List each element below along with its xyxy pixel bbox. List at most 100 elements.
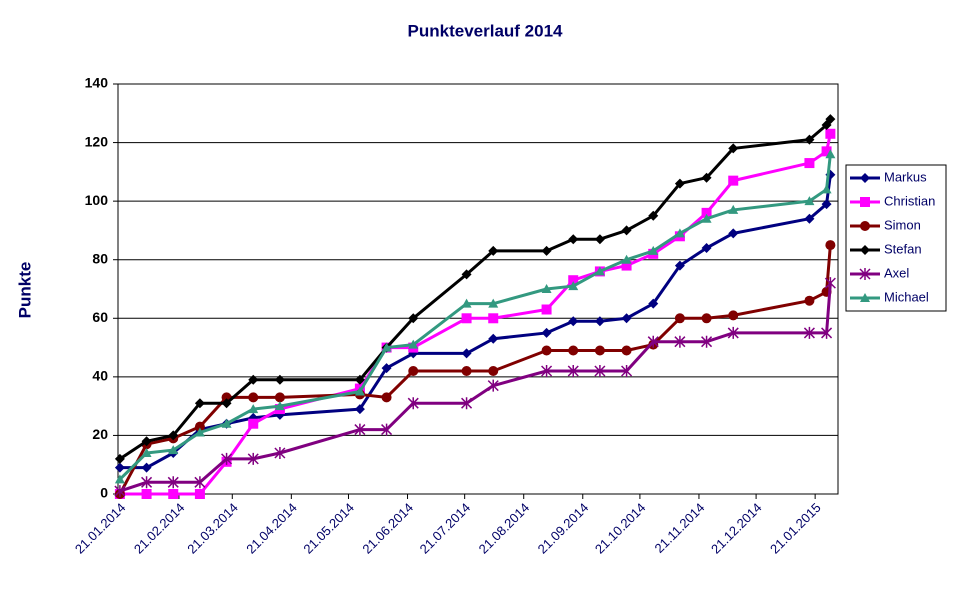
marker: [859, 268, 871, 280]
marker: [804, 196, 815, 206]
marker: [568, 316, 579, 327]
marker: [825, 240, 836, 251]
marker: [354, 404, 365, 415]
marker: [594, 365, 606, 377]
x-tick-label: 21.06.2014: [359, 500, 416, 557]
y-tick-label: 80: [92, 250, 108, 266]
legend-label: Simon: [884, 217, 921, 232]
marker: [407, 397, 419, 410]
plot-border: [117, 83, 839, 495]
y-tick-label: 0: [100, 485, 108, 501]
marker: [194, 427, 205, 437]
marker: [381, 342, 392, 352]
marker: [461, 269, 472, 280]
marker: [674, 335, 686, 348]
marker: [674, 260, 685, 271]
legend-label: Markus: [884, 169, 927, 184]
marker: [461, 298, 472, 308]
marker: [647, 335, 659, 348]
marker: [821, 326, 833, 339]
marker: [354, 423, 366, 436]
marker: [860, 173, 870, 183]
marker: [804, 213, 815, 224]
marker: [221, 398, 232, 409]
marker: [114, 462, 125, 473]
marker: [141, 476, 153, 489]
marker: [274, 401, 285, 411]
x-tick-label: 21.10.2014: [592, 500, 649, 557]
marker: [194, 421, 205, 432]
marker: [541, 284, 552, 293]
marker: [114, 453, 125, 464]
marker: [727, 326, 739, 339]
marker: [488, 298, 499, 308]
marker: [461, 366, 472, 376]
marker: [621, 254, 632, 264]
plot-area: [118, 84, 838, 494]
marker: [648, 245, 659, 255]
marker: [141, 436, 152, 447]
marker: [221, 418, 232, 428]
marker: [488, 333, 499, 344]
marker: [804, 134, 815, 145]
x-tick-label: 21.01.2015: [767, 500, 824, 557]
marker: [804, 295, 815, 306]
legend-box: [845, 164, 947, 312]
marker: [594, 266, 605, 276]
marker: [168, 430, 179, 441]
marker: [568, 345, 579, 356]
marker: [248, 404, 259, 414]
x-tick-label: 21.12.2014: [708, 500, 765, 557]
marker: [821, 146, 832, 157]
marker: [621, 260, 632, 271]
y-tick-label: 20: [92, 426, 108, 442]
marker: [194, 398, 205, 409]
marker: [274, 392, 285, 403]
marker: [541, 304, 552, 315]
marker: [825, 128, 836, 139]
legend-label: Stefan: [884, 241, 922, 256]
marker: [701, 243, 712, 253]
y-tick-label: 140: [85, 75, 109, 91]
marker: [728, 204, 739, 214]
marker: [824, 277, 836, 290]
marker: [274, 374, 285, 385]
y-axis-label: Punkte: [15, 262, 34, 319]
marker: [728, 143, 739, 154]
marker: [194, 476, 206, 489]
y-tick-label: 120: [85, 133, 109, 149]
marker: [541, 327, 552, 338]
marker: [701, 207, 712, 218]
marker: [825, 114, 836, 125]
marker: [621, 345, 632, 356]
marker: [381, 392, 392, 403]
marker: [461, 348, 472, 359]
marker: [728, 175, 739, 186]
marker: [461, 397, 473, 410]
marker: [488, 313, 499, 324]
marker: [141, 462, 152, 473]
marker: [803, 326, 815, 339]
x-tick-label: 21.01.2014: [72, 500, 129, 557]
x-tick-label: 21.08.2014: [476, 500, 533, 557]
marker: [168, 489, 179, 499]
marker: [248, 392, 259, 403]
marker: [825, 149, 836, 159]
marker: [541, 245, 552, 256]
marker: [701, 313, 712, 324]
marker: [568, 234, 579, 245]
marker: [860, 293, 870, 302]
marker: [114, 485, 126, 498]
marker: [168, 445, 179, 455]
marker: [274, 447, 286, 459]
marker: [461, 313, 472, 324]
marker: [141, 489, 152, 499]
marker: [594, 316, 605, 327]
marker: [381, 363, 392, 374]
legend-label: Axel: [884, 265, 909, 280]
marker: [648, 210, 659, 221]
marker: [674, 228, 685, 238]
marker: [621, 313, 632, 324]
marker: [568, 275, 579, 286]
